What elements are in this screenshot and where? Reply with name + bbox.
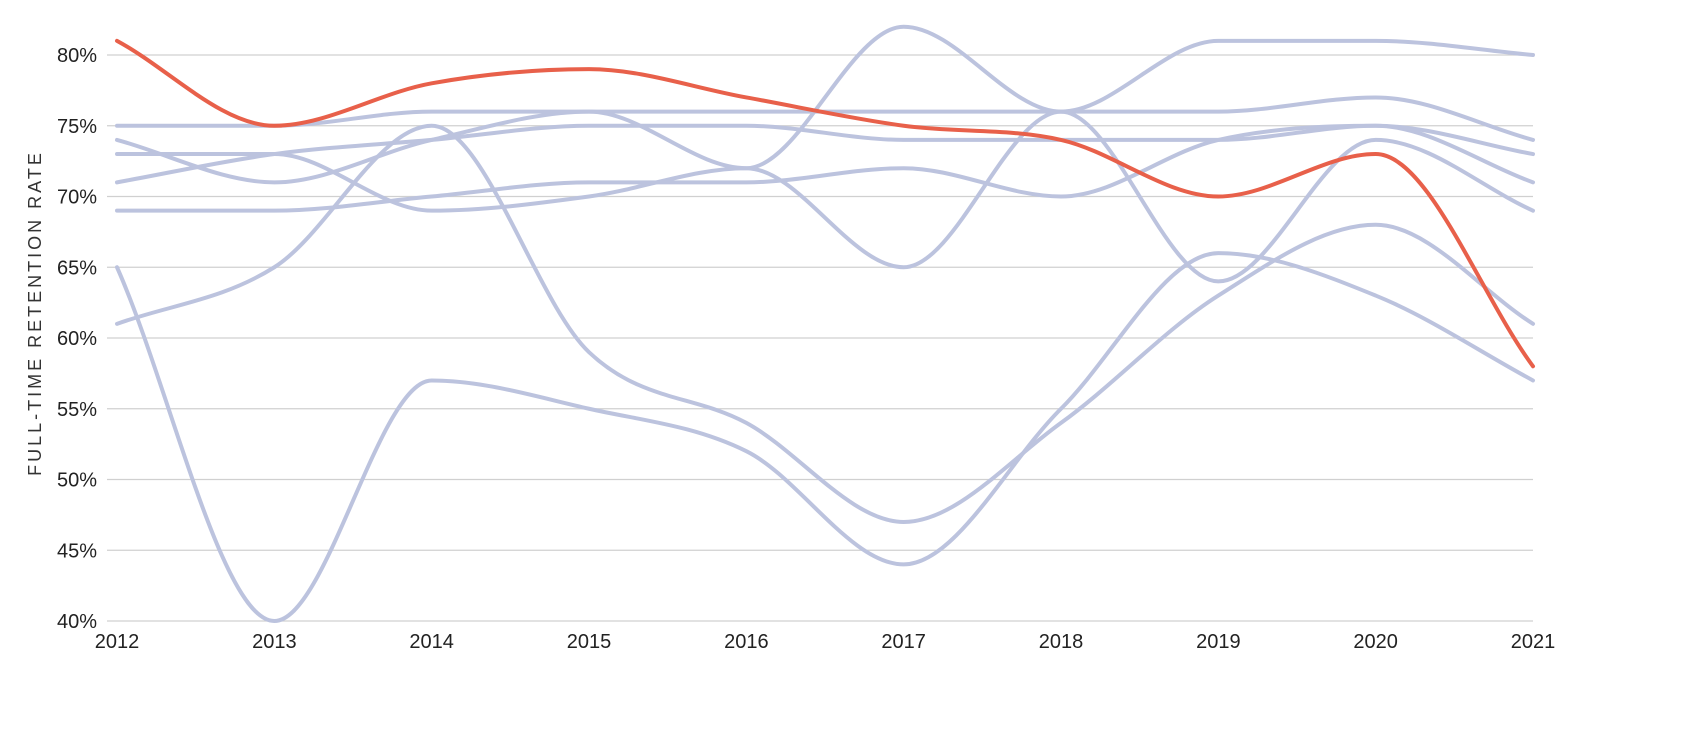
series-line bbox=[115, 123, 1535, 213]
y-tick-label: 80% bbox=[57, 45, 97, 67]
x-tick-label: 2013 bbox=[252, 631, 297, 653]
y-tick-label: 60% bbox=[57, 328, 97, 350]
x-axis-ticks: 2012 2013 2014 2015 2016 2017 2018 2019 2020 2021 bbox=[95, 631, 1556, 653]
y-tick-label: 50% bbox=[57, 470, 97, 492]
x-tick-label: 2020 bbox=[1353, 631, 1398, 653]
x-tick-label: 2019 bbox=[1196, 631, 1241, 653]
gridlines bbox=[107, 54, 1533, 622]
series-line bbox=[115, 123, 1535, 185]
y-axis-title: FULL-TIME RETENTION RATE bbox=[25, 150, 45, 476]
y-tick-label: 75% bbox=[57, 116, 97, 138]
x-tick-label: 2015 bbox=[567, 631, 612, 653]
x-tick-label: 2021 bbox=[1511, 631, 1556, 653]
y-tick-label: 45% bbox=[57, 540, 97, 562]
y-tick-label: 65% bbox=[57, 257, 97, 279]
series-line bbox=[115, 24, 1535, 185]
x-tick-label: 2016 bbox=[724, 631, 769, 653]
series-line bbox=[115, 109, 1535, 284]
series-line bbox=[115, 251, 1535, 623]
y-tick-label: 55% bbox=[57, 399, 97, 421]
x-tick-label: 2012 bbox=[95, 631, 140, 653]
series-line bbox=[115, 123, 1535, 524]
y-axis-ticks: 40% 45% 50% 55% 60% 65% 70% 75% 80% bbox=[57, 45, 97, 633]
highlighted-series-line bbox=[115, 38, 1535, 369]
y-tick-label: 40% bbox=[57, 611, 97, 633]
x-tick-label: 2017 bbox=[881, 631, 926, 653]
y-tick-label: 70% bbox=[57, 187, 97, 209]
highlight-series-group bbox=[115, 38, 1535, 369]
x-tick-label: 2018 bbox=[1039, 631, 1084, 653]
x-tick-label: 2014 bbox=[409, 631, 454, 653]
